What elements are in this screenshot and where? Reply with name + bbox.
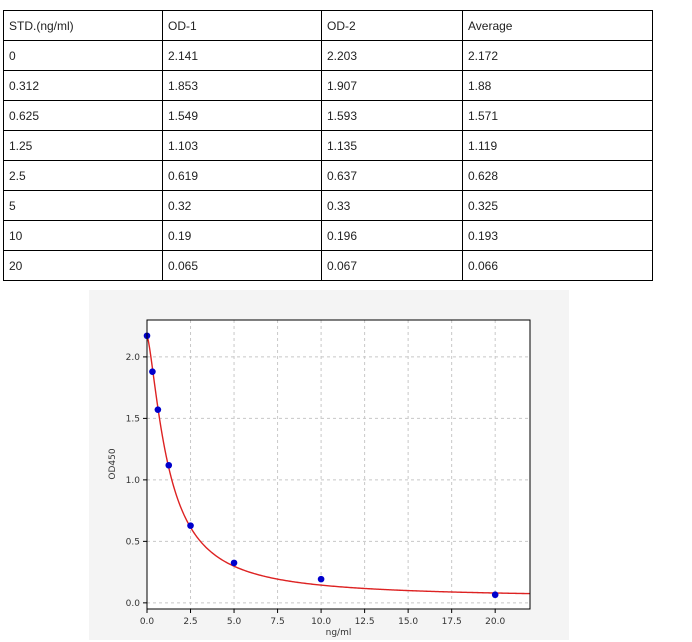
table-cell: 0.312 xyxy=(3,70,163,101)
table-cell: 20 xyxy=(3,250,163,281)
table-cell: 2.203 xyxy=(321,40,463,71)
y-tick-label: 1.5 xyxy=(126,414,140,424)
table-cell: 1.853 xyxy=(162,70,322,101)
x-tick-label: 17.5 xyxy=(442,617,462,627)
y-tick-label: 0.0 xyxy=(126,599,141,609)
table-cell: 1.25 xyxy=(3,130,163,161)
plot-frame xyxy=(146,319,531,610)
table-cell: 10 xyxy=(3,220,163,251)
x-tick-label: 20.0 xyxy=(485,617,505,627)
table-header-cell: OD-1 xyxy=(162,10,322,41)
x-tick-label: 0.0 xyxy=(140,617,155,627)
y-tick-label: 0.5 xyxy=(126,537,140,547)
standard-curve-chart: 0.0 2.5 5.0 7.5 10.0 12.5 15.0 17.5 20.0 0.0 0.5 1… xyxy=(89,290,569,640)
table-row: 20 0.065 0.067 0.066 xyxy=(3,250,653,281)
data-point xyxy=(491,591,499,599)
data-point xyxy=(154,406,162,413)
table-row: 0.625 1.549 1.593 1.571 xyxy=(3,100,653,131)
plot-area xyxy=(147,320,530,609)
table-cell: 1.119 xyxy=(462,130,653,161)
table-row: 5 0.32 0.33 0.325 xyxy=(3,190,653,221)
x-tick-label: 2.5 xyxy=(183,617,197,627)
x-tick-label: 10.0 xyxy=(311,617,331,627)
data-point xyxy=(230,559,238,567)
table-cell: 0 xyxy=(3,40,163,71)
table-cell: 0.619 xyxy=(162,160,322,191)
standard-table-body: STD.(ng/ml) OD-1 OD-2 Average 0 2.141 2.203 2.1… xyxy=(3,10,653,281)
table-cell: 1.907 xyxy=(321,70,463,101)
x-tick-label: 15.0 xyxy=(398,617,418,627)
table-row: 10 0.19 0.196 0.193 xyxy=(3,220,653,251)
data-point xyxy=(317,575,325,583)
y-axis-ticks: 0.0 0.5 1.0 1.5 2.0 xyxy=(126,353,147,609)
y-tick-label: 2.0 xyxy=(126,353,141,363)
table-header-cell: Average xyxy=(462,10,653,41)
table-row: 2.5 0.619 0.637 0.628 xyxy=(3,160,653,191)
table-cell: 2.141 xyxy=(162,40,322,71)
y-tick-label: 1.0 xyxy=(126,476,141,486)
table-cell: 1.88 xyxy=(462,70,653,101)
table-cell: 0.065 xyxy=(162,250,322,281)
table-cell: 2.5 xyxy=(3,160,163,191)
table-cell: 0.193 xyxy=(462,220,653,251)
data-point xyxy=(187,522,194,529)
table-cell: 0.19 xyxy=(162,220,322,251)
table-cell: 0.32 xyxy=(162,190,322,221)
table-row: 0.312 1.853 1.907 1.88 xyxy=(3,70,653,101)
table-row: 0 2.141 2.203 2.172 xyxy=(3,40,653,71)
chart-svg: 0.0 2.5 5.0 7.5 10.0 12.5 15.0 17.5 20.0 0.0 0.5 1… xyxy=(108,319,531,638)
table-cell: 2.172 xyxy=(462,40,653,71)
standard-table: STD.(ng/ml) OD-1 OD-2 Average 0 2.141 2.203 2.1… xyxy=(3,10,653,281)
table-cell: 1.103 xyxy=(162,130,322,161)
table-cell: 1.135 xyxy=(321,130,463,161)
table-cell: 1.571 xyxy=(462,100,653,131)
table-cell: 5 xyxy=(3,190,163,221)
table-cell: 0.628 xyxy=(462,160,653,191)
table-cell: 0.325 xyxy=(462,190,653,221)
fit-curve xyxy=(146,335,531,595)
grid-lines xyxy=(146,320,530,609)
table-cell: 0.066 xyxy=(462,250,653,281)
table-header-cell: OD-2 xyxy=(321,10,463,41)
table-row: 1.25 1.103 1.135 1.119 xyxy=(3,130,653,161)
table-cell: 0.637 xyxy=(321,160,463,191)
table-cell: 1.593 xyxy=(321,100,463,131)
x-axis-label: ng/ml xyxy=(326,628,352,638)
x-tick-label: 12.5 xyxy=(355,617,375,627)
x-axis-ticks: 0.0 2.5 5.0 7.5 10.0 12.5 15.0 17.5 20.0 xyxy=(140,609,505,627)
table-cell: 0.625 xyxy=(3,100,163,131)
x-tick-label: 5.0 xyxy=(227,617,242,627)
table-cell: 0.33 xyxy=(321,190,463,221)
y-axis-label: OD450 xyxy=(108,448,118,479)
table-cell: 0.196 xyxy=(321,220,463,251)
table-cell: 0.067 xyxy=(321,250,463,281)
table-header-cell: STD.(ng/ml) xyxy=(3,10,163,41)
table-header-row: STD.(ng/ml) OD-1 OD-2 Average xyxy=(3,10,653,41)
data-points xyxy=(143,332,499,599)
x-tick-label: 7.5 xyxy=(270,617,284,627)
data-point xyxy=(165,461,173,469)
data-point xyxy=(149,368,156,375)
table-cell: 1.549 xyxy=(162,100,322,131)
